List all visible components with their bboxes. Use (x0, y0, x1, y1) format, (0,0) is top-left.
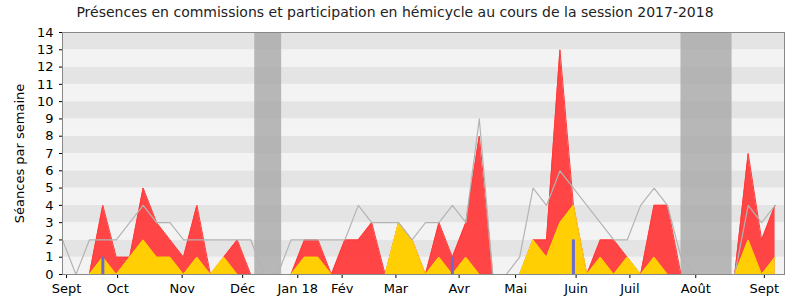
svg-text:13: 13 (37, 42, 54, 57)
svg-text:Sept: Sept (52, 281, 82, 296)
html-text:Présences en commissions et pa: Présences en commissions et participatio… (76, 4, 714, 20)
svg-text:Fév: Fév (331, 281, 354, 296)
svg-text:7: 7 (45, 146, 53, 161)
svg-text:9: 9 (45, 111, 53, 126)
svg-text:4: 4 (45, 198, 53, 213)
svg-text:5: 5 (45, 180, 53, 195)
svg-text:Nov: Nov (169, 281, 195, 296)
svg-text:12: 12 (37, 59, 54, 74)
svg-text:14: 14 (37, 25, 54, 40)
svg-text:Séances par semaine: Séances par semaine (12, 84, 27, 223)
svg-text:Avr: Avr (449, 281, 471, 296)
svg-text:10: 10 (37, 94, 54, 109)
svg-text:Oct: Oct (106, 281, 128, 296)
svg-text:Mar: Mar (384, 281, 409, 296)
svg-text:Sept: Sept (750, 281, 780, 296)
svg-text:8: 8 (45, 128, 53, 143)
svg-text:0: 0 (45, 267, 53, 282)
svg-text:Août: Août (681, 281, 711, 296)
svg-text:2: 2 (45, 232, 53, 247)
svg-text:Mai: Mai (504, 281, 527, 296)
svg-text:Jan 18: Jan 18 (276, 281, 318, 296)
svg-text:Juin: Juin (563, 281, 588, 296)
svg-text:Déc: Déc (230, 281, 255, 296)
svg-text:3: 3 (45, 215, 53, 230)
svg-text:1: 1 (45, 249, 53, 264)
svg-text:11: 11 (37, 77, 54, 92)
svg-text:Juil: Juil (619, 281, 639, 296)
svg-text:6: 6 (45, 163, 53, 178)
